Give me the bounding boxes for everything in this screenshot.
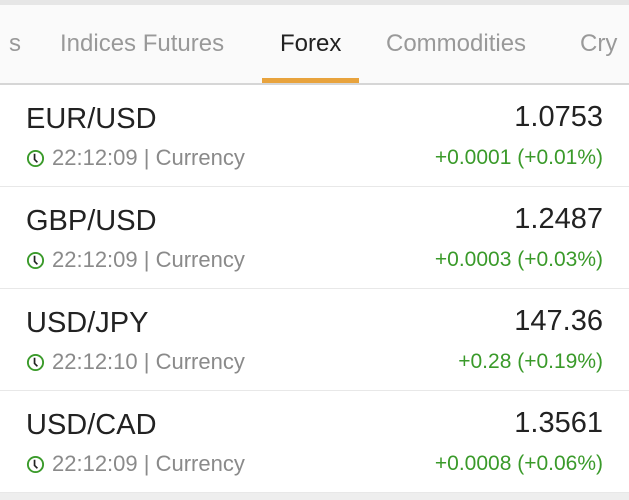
last-price: 147.36 (514, 305, 603, 337)
tab-label: Indices Futures (60, 30, 225, 57)
asset-type: Currency (155, 451, 245, 476)
quote-meta: 22:12:09 | Currency (26, 247, 245, 273)
tab-label: Forex (280, 30, 342, 57)
price-change: +0.28 (+0.19%) (458, 350, 603, 373)
tab-indices-futures[interactable]: Indices Futures (60, 5, 224, 83)
tab-label: Commodities (386, 30, 527, 57)
instrument-name: GBP/USD (26, 205, 157, 237)
asset-type: Currency (155, 145, 245, 170)
quote-row[interactable]: USD/CAD 1.3561 22:12:09 | Currency +0.00… (0, 391, 629, 493)
clock-icon (26, 149, 45, 167)
quote-time: 22:12:10 (52, 349, 138, 374)
separator: | (143, 451, 150, 476)
price-change: +0.0001 (+0.01%) (434, 146, 603, 169)
instrument-name: USD/CAD (26, 409, 157, 441)
tab-partial-left[interactable]: s (9, 5, 21, 83)
instrument-name: EUR/USD (26, 103, 157, 135)
tab-crypto[interactable]: Cry (580, 5, 617, 83)
active-tab-indicator (262, 78, 360, 83)
tab-label: s (9, 30, 21, 57)
last-price: 1.2487 (514, 203, 603, 235)
quote-row[interactable]: GBP/USD 1.2487 22:12:09 | Currency +0.00… (0, 187, 629, 289)
asset-type: Currency (155, 349, 245, 374)
quote-time: 22:12:09 (52, 451, 138, 476)
instrument-name: USD/JPY (26, 307, 149, 339)
quote-row[interactable]: USD/JPY 147.36 22:12:10 | Currency +0.28… (0, 289, 629, 391)
price-change: +0.0008 (+0.06%) (434, 452, 603, 475)
separator: | (143, 349, 150, 374)
last-price: 1.3561 (514, 407, 603, 439)
clock-icon (26, 455, 45, 473)
clock-icon (26, 353, 45, 371)
tab-forex[interactable]: Forex (262, 5, 360, 83)
quote-meta: 22:12:09 | Currency (26, 145, 245, 171)
tab-commodities[interactable]: Commodities (386, 5, 526, 83)
category-tabs: s Indices Futures Forex Commodities Cry (0, 5, 629, 85)
quote-meta: 22:12:09 | Currency (26, 451, 245, 477)
tab-label: Cry (580, 30, 618, 57)
quote-list: EUR/USD 1.0753 22:12:09 | Currency +0.00… (0, 85, 629, 493)
separator: | (143, 145, 150, 170)
quote-time: 22:12:09 (52, 247, 138, 272)
quote-row[interactable]: EUR/USD 1.0753 22:12:09 | Currency +0.00… (0, 85, 629, 187)
separator: | (143, 247, 150, 272)
asset-type: Currency (155, 247, 245, 272)
quote-time: 22:12:09 (52, 145, 138, 170)
quote-meta: 22:12:10 | Currency (26, 349, 245, 375)
top-strip (0, 0, 629, 5)
last-price: 1.0753 (514, 101, 603, 133)
clock-icon (26, 251, 45, 269)
price-change: +0.0003 (+0.03%) (434, 248, 603, 271)
